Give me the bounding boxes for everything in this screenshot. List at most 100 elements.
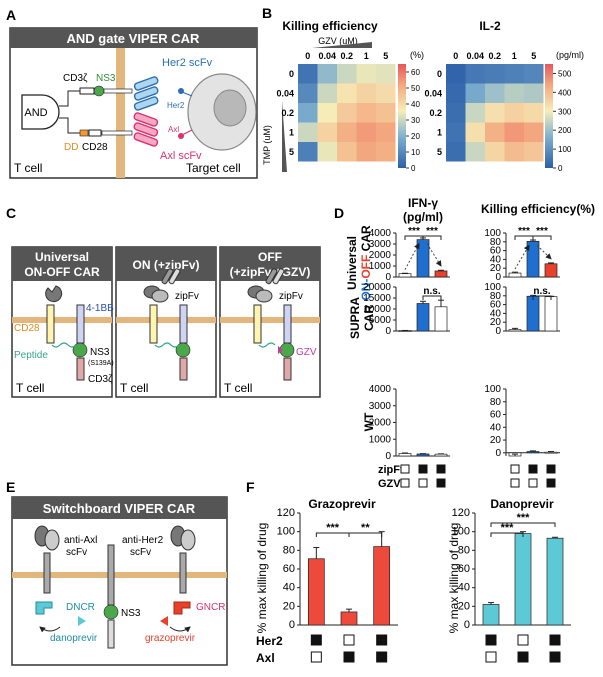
axl-scfv-label: Axl scFv [160,150,202,162]
d-wt-ifng-bar [434,453,448,457]
hm-il2-cell [485,103,505,123]
tmp-wedge [282,100,287,172]
d-wt-kill-ytick-label: 60 [490,410,502,421]
f-marker-her2 [517,634,529,646]
heatmap-il2: 0 0.04 0.2 1 5 0 0.04 0.2 1 5 [424,51,544,162]
hm-il2-ytick: 5 [437,147,442,157]
e-gncr-label: GNCR [196,602,225,613]
d-supra-kill-ytick-label: 0 [495,326,501,337]
d-supra-ifng-bar [434,306,448,332]
ns3-icon [93,85,105,97]
d-supra-kill-ytick-label: 40 [490,308,502,319]
d-marker-gzv [528,478,538,488]
colorbar-il2-unit: (pg/ml) [556,50,584,60]
hm-kill-cell [376,64,396,84]
axl-stalk [181,129,193,136]
hm-il2-cell [465,64,485,84]
hm-il2-cell [446,103,466,123]
tmp-axis-label: TMP (uM) [262,125,272,165]
d-supra-kill-ns-bracket [532,295,552,300]
d-zipfv-label: zipFv [378,464,407,476]
colorbar-il2 [545,64,553,168]
arrow-danoprevir [39,626,61,633]
c-zipfv-label-on: zipFv [175,291,199,302]
f-condition-markers [310,634,561,663]
heatmap-kill-title: Killing efficiency [282,19,378,33]
d-bar-charts: 0100020003000400002040608010005000100001… [363,226,560,462]
f-dano-ylabel: % max killing of drug [447,523,461,634]
anti-her2-receptor [170,525,196,615]
hm-il2-cell [524,83,544,103]
d-marker-gzv [436,478,446,488]
hm-il2-cb-label: 500 [558,69,572,78]
f-marker-her2 [549,634,561,646]
d-univ-ifng-ytick-label: 2000 [369,250,392,261]
axl-antigen-label: Axl [168,125,179,134]
d-row1-label-2: ON-OFF CAR [359,225,373,301]
d-univ-kill-sig-0-label: *** [518,226,530,237]
hm-kill-cell [317,64,337,84]
c-box-on: ON (+zipFv) [115,246,217,398]
d-wt-ifng-bar [398,453,412,457]
colorbar-killing-unit: (%) [410,50,424,60]
arrow-grazoprevir [169,626,191,633]
hm-il2-cell [504,122,524,142]
panel-d: D IFN-γ (pg/ml) Killing efficiency(%) Un… [334,196,595,490]
e-anti-her2-1: anti-Her2 [122,535,164,546]
c-box3-title-2: (+zipFv +GZV) [230,265,311,279]
f-graz-bar [340,611,358,626]
f-dano-ytick-label: 60 [458,563,470,575]
d-univ-ifng-sig-1-label: *** [426,226,438,237]
f-graz-ytick-label: 20 [283,600,295,612]
hm-kill-cell [337,83,357,103]
d-univ-kill-bar [544,263,558,278]
hm-il2-cell [446,83,466,103]
d-wt-kill-ytick-label: 0 [495,448,501,459]
hm-kill-cell [356,122,376,142]
f-graz-sig-1-label: *** [326,522,340,534]
axl-scfv-icon-2 [133,122,159,137]
colorbar-killing [398,64,406,168]
hm-il2-cell [446,64,466,84]
hm-il2-cell [465,122,485,142]
hm-kill-cell [376,142,396,162]
axl-antigen-icon [178,133,184,139]
hm-il2-xtick: 0.2 [488,51,501,61]
center-ns3 [103,544,119,649]
gncr-icon [173,601,191,615]
d-gzv-label: GZV [378,478,401,490]
hm-il2-cell [485,64,505,84]
d-supra-ifng-ytick-label: 10000 [363,304,391,315]
panel-a-title: AND gate VIPER CAR [67,31,201,46]
hm-kill-cell [298,142,318,162]
f-marker-axl [310,651,322,663]
f-marker-her2 [376,634,388,646]
dncr-icon [35,601,53,615]
hm-kill-cell [356,64,376,84]
d-supra-kill-ns-label: n.s. [533,286,550,297]
hm-kill-ytick: 1 [289,127,294,137]
hm-il2-cell [504,142,524,162]
hm-il2-cell [446,142,466,162]
e-anti-axl-1: anti-Axl [64,535,97,546]
d-univ-kill-bar [526,241,540,278]
hm-il2-cell [504,83,524,103]
f-graz-ytick-label: 40 [283,582,295,594]
dd-domain [79,129,89,137]
d-supra-kill-ytick-label: 80 [490,291,502,302]
d-univ-ifng-bar [398,273,412,278]
cd28-domain [88,129,102,137]
hm-il2-cell [465,103,485,123]
d-marker-gzv [510,478,520,488]
hm-kill-cell [376,122,396,142]
d-supra-kill-bar [544,296,558,332]
hm-kill-cell [317,103,337,123]
her2-scfv-icon-3 [133,96,159,111]
gzv-axis-label: GZV (uM) [318,36,358,46]
d-univ-kill-ytick-label: 0 [495,272,501,283]
d-col1-title-2: (pg/ml) [403,210,443,224]
panel-d-letter: D [334,205,344,221]
d-univ-ifng-ytick-label: 4000 [369,228,392,239]
f-her2-label: Her2 [256,634,283,648]
f-dano-ytick-label: 40 [458,582,470,594]
